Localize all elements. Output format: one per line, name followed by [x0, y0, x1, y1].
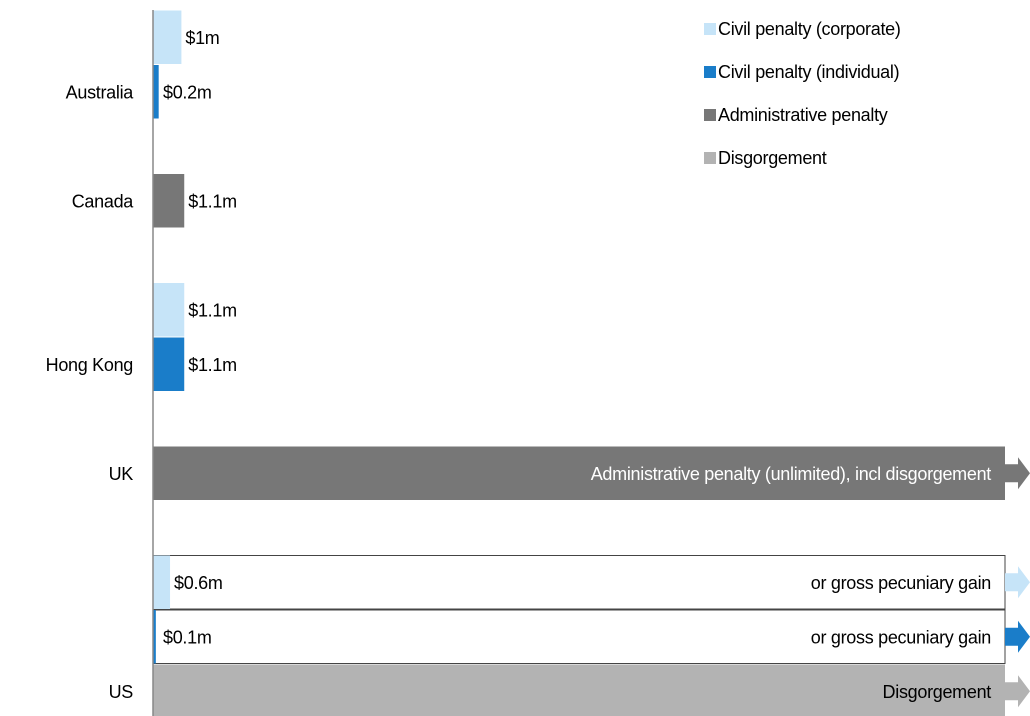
legend-label: Administrative penalty: [718, 105, 888, 125]
open-ended-bar: [153, 664, 1005, 716]
category-label: Canada: [72, 192, 135, 212]
bar: [153, 337, 185, 391]
legend-label: Civil penalty (individual): [718, 62, 899, 82]
continuation-arrow: [1005, 675, 1030, 708]
open-ended-box: [152, 609, 1006, 664]
continuation-arrow: [1005, 457, 1030, 490]
value-label: $0.6m: [174, 573, 223, 593]
open-ended-box: [152, 555, 1006, 610]
value-label: $0.2m: [163, 83, 212, 103]
annotation: or gross pecuniary gain: [811, 573, 991, 593]
legend-label: Disgorgement: [718, 148, 827, 168]
value-label: $1.1m: [188, 301, 237, 321]
category-label: US: [109, 682, 134, 702]
category-label: UK: [109, 464, 134, 484]
legend-swatch: [704, 23, 716, 35]
value-label: $0.1m: [163, 628, 212, 648]
annotation: Administrative penalty (unlimited), incl…: [591, 464, 992, 484]
annotation: Disgorgement: [883, 682, 992, 702]
category-label: Hong Kong: [46, 355, 133, 375]
value-label: $1m: [185, 28, 219, 48]
open-ended-bar: [153, 446, 1005, 500]
bar: [153, 65, 159, 119]
continuation-arrow: [1005, 566, 1030, 599]
bar: [153, 610, 156, 664]
legend-swatch: [704, 152, 716, 164]
legend-swatch: [704, 66, 716, 78]
continuation-arrow: [1005, 620, 1030, 653]
annotation: or gross pecuniary gain: [811, 628, 991, 648]
value-label: $1.1m: [188, 355, 237, 375]
legend-swatch: [704, 109, 716, 121]
bar: [153, 10, 182, 64]
legend-label: Civil penalty (corporate): [718, 19, 901, 39]
bar: [153, 555, 171, 609]
value-label: $1.1m: [188, 192, 237, 212]
bar: [153, 174, 185, 228]
category-label: Australia: [66, 83, 135, 103]
bar: [153, 283, 185, 337]
